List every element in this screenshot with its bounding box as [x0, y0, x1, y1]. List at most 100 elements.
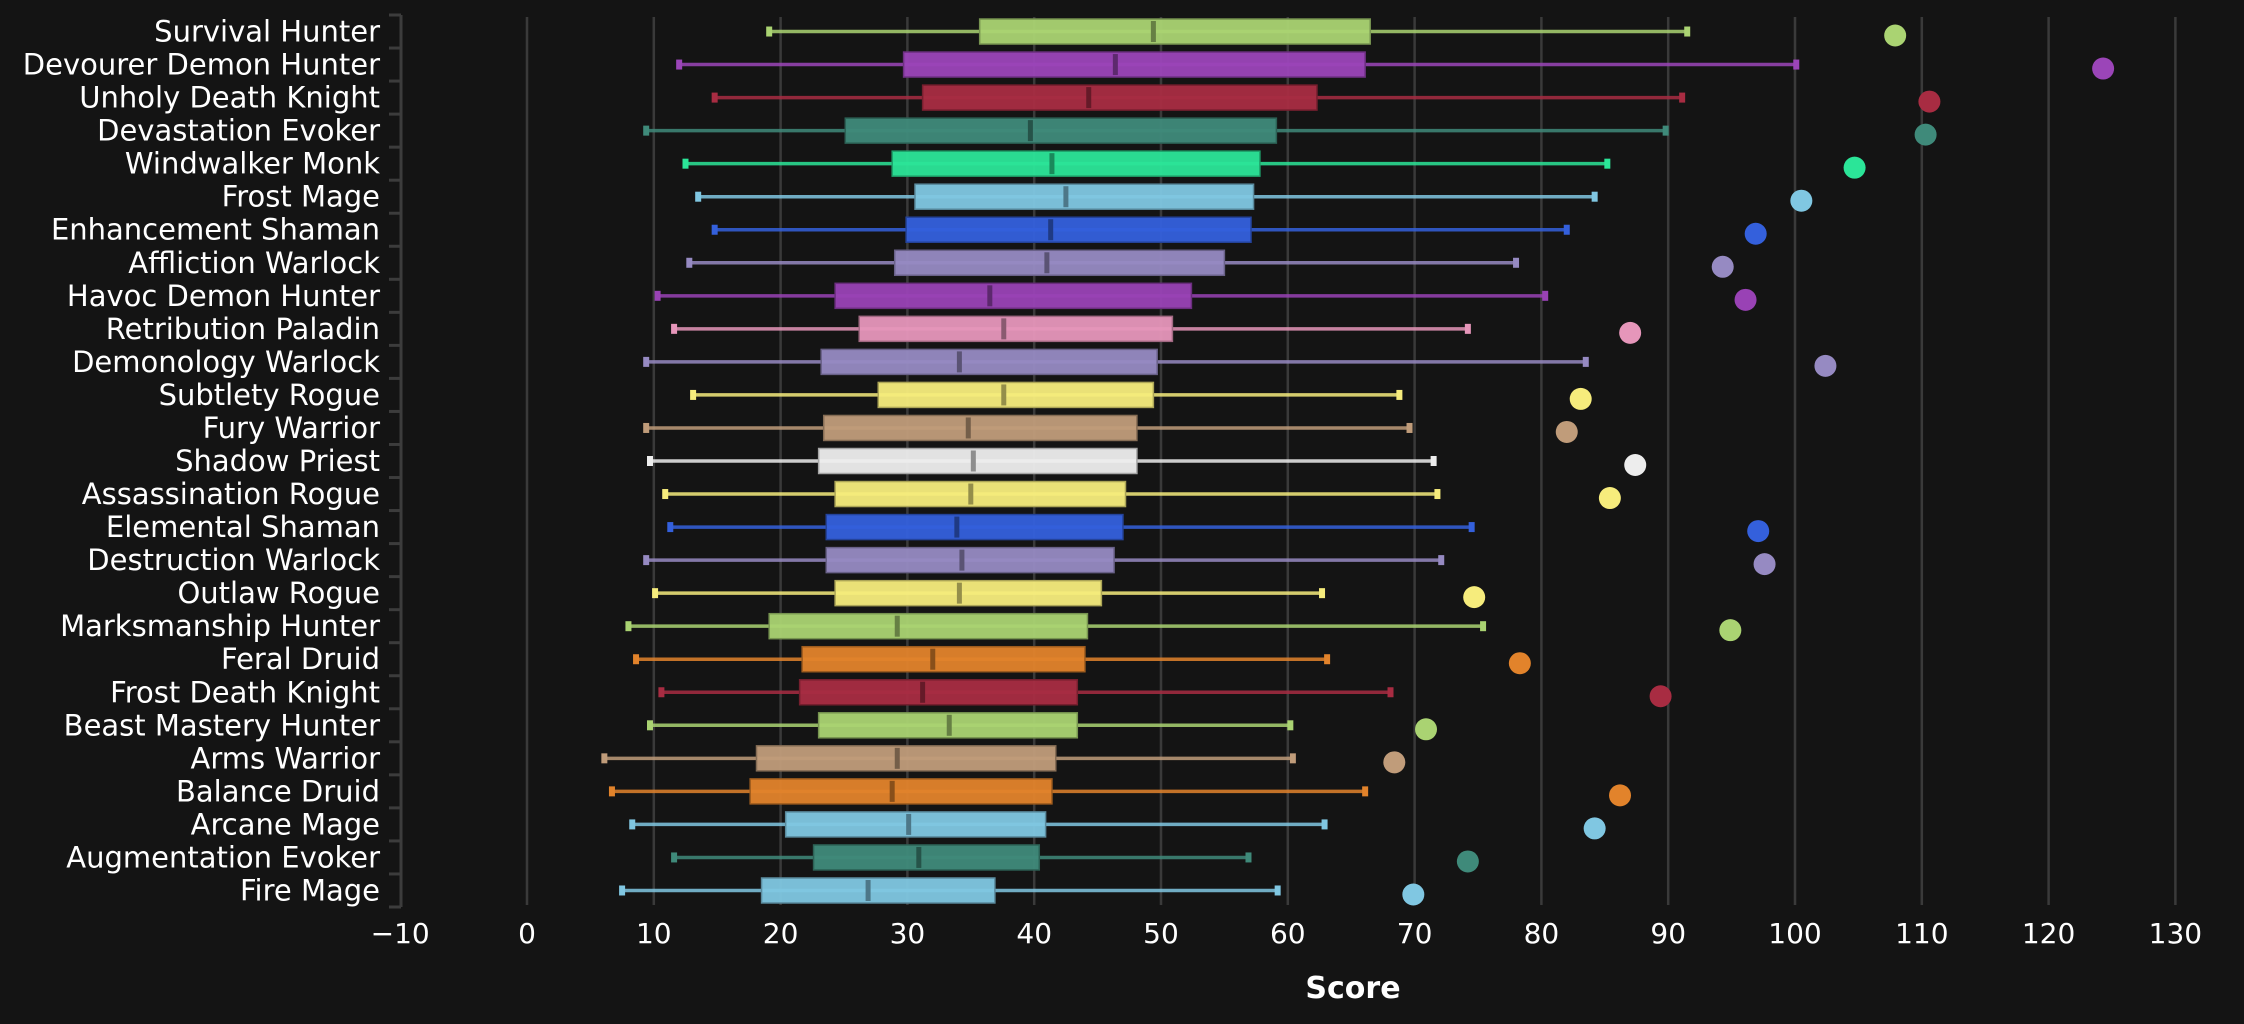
max-point-dot — [1619, 321, 1642, 344]
x-tick-label: −10 — [371, 917, 430, 950]
iqr-box — [844, 117, 1278, 144]
x-tick-label: 90 — [1650, 917, 1686, 950]
iqr-box — [978, 18, 1371, 45]
median-line — [1112, 54, 1118, 76]
max-points — [1383, 24, 2115, 906]
median-line — [1086, 87, 1092, 109]
y-category-label: Devourer Demon Hunter — [23, 48, 380, 82]
whisker-cap-low — [643, 125, 650, 136]
median-line — [959, 549, 965, 571]
iqr-box — [905, 216, 1252, 243]
whisker-cap-high — [1245, 852, 1252, 863]
iqr-box — [817, 447, 1138, 475]
max-point-dot — [1711, 255, 1734, 278]
max-point-dot — [1918, 90, 1941, 113]
whisker-cap-high — [1319, 588, 1326, 599]
whisker-cap-high — [1591, 191, 1598, 202]
y-category-label: Retribution Paladin — [106, 312, 380, 346]
max-point-dot — [1383, 751, 1406, 774]
y-category-label: Affliction Warlock — [128, 246, 380, 280]
max-point-dot — [1569, 387, 1592, 410]
median-line — [1044, 252, 1050, 274]
median-line — [930, 648, 936, 670]
max-point-dot — [1624, 454, 1647, 476]
whisker-cap-low — [676, 59, 683, 70]
iqr-box — [914, 183, 1255, 210]
median-line — [865, 879, 871, 901]
box-row — [601, 745, 1296, 772]
box-row — [652, 579, 1326, 607]
whisker-cap-low — [686, 257, 693, 268]
whisker-cap-high — [1604, 158, 1611, 169]
max-point-dot — [1609, 784, 1632, 807]
y-category-label: Demonology Warlock — [72, 345, 380, 379]
iqr-box — [891, 150, 1261, 177]
box-row — [695, 183, 1598, 210]
box-row — [608, 778, 1369, 805]
box-row — [654, 282, 1549, 310]
box-row — [711, 216, 1570, 243]
max-point-dot — [1843, 156, 1866, 179]
median-line — [956, 582, 962, 604]
max-point-dot — [1814, 354, 1837, 377]
whisker-cap-low — [643, 422, 650, 433]
whisker-cap-low — [654, 290, 661, 301]
box-row — [629, 811, 1328, 838]
whisker-cap-low — [643, 555, 650, 566]
box-row — [643, 117, 1669, 144]
y-category-label: Fury Warrior — [203, 411, 381, 445]
whisker-cap-low — [711, 92, 718, 103]
box-row — [643, 414, 1413, 442]
x-axis-ticks: −10 0 10 20 30 40 50 60 70 80 90 100 110 120 130 — [371, 917, 2202, 950]
box-row — [646, 712, 1294, 739]
x-tick-label: 110 — [1895, 917, 1948, 950]
whisker-cap-high — [1513, 257, 1520, 268]
whisker-cap-high — [1464, 323, 1471, 334]
box-row — [682, 150, 1611, 177]
box-row — [671, 844, 1252, 871]
y-category-label: Survival Hunter — [154, 15, 380, 49]
iqr-box — [834, 579, 1103, 607]
median-line — [965, 417, 971, 439]
iqr-box — [784, 811, 1047, 838]
median-line — [1063, 186, 1069, 208]
y-category-label: Frost Death Knight — [110, 675, 380, 709]
max-point-dot — [1649, 685, 1672, 708]
y-category-label: Windwalker Monk — [125, 147, 380, 181]
whisker-cap-low — [658, 687, 665, 698]
whisker-cap-high — [1542, 290, 1549, 301]
y-category-label: Frost Mage — [222, 180, 380, 214]
box-row — [662, 480, 1441, 508]
whisker-cap-high — [1321, 819, 1328, 830]
y-category-label: Outlaw Rogue — [177, 576, 380, 610]
max-point-dot — [2092, 57, 2115, 80]
iqr-box — [877, 381, 1155, 409]
box-row — [686, 249, 1520, 277]
iqr-box — [760, 877, 996, 904]
y-category-label: Feral Druid — [221, 642, 380, 676]
median-line — [956, 351, 962, 373]
max-point-dot — [1598, 487, 1621, 510]
box-row — [676, 51, 1800, 78]
x-axis-label: Score — [1305, 971, 1400, 1006]
median-line — [954, 516, 960, 538]
iqr-box — [921, 84, 1318, 111]
x-tick-label: 120 — [2022, 917, 2075, 950]
whisker-cap-high — [1289, 753, 1296, 764]
median-line — [916, 846, 922, 868]
max-point-dot — [1914, 123, 1937, 146]
x-tick-label: 130 — [2149, 917, 2202, 950]
whisker-cap-high — [1396, 389, 1403, 400]
whisker-cap-low — [608, 786, 615, 797]
iqr-box — [755, 745, 1057, 772]
whisker-cap-low — [662, 489, 669, 500]
whisker-cap-high — [1480, 621, 1487, 632]
median-line — [1001, 318, 1007, 340]
max-point-dot — [1734, 288, 1757, 311]
median-line — [1150, 21, 1156, 43]
box-row — [619, 877, 1281, 904]
x-tick-label: 30 — [890, 917, 926, 950]
max-point-dot — [1508, 652, 1531, 675]
median-line — [1049, 153, 1055, 175]
max-point-dot — [1402, 883, 1425, 906]
